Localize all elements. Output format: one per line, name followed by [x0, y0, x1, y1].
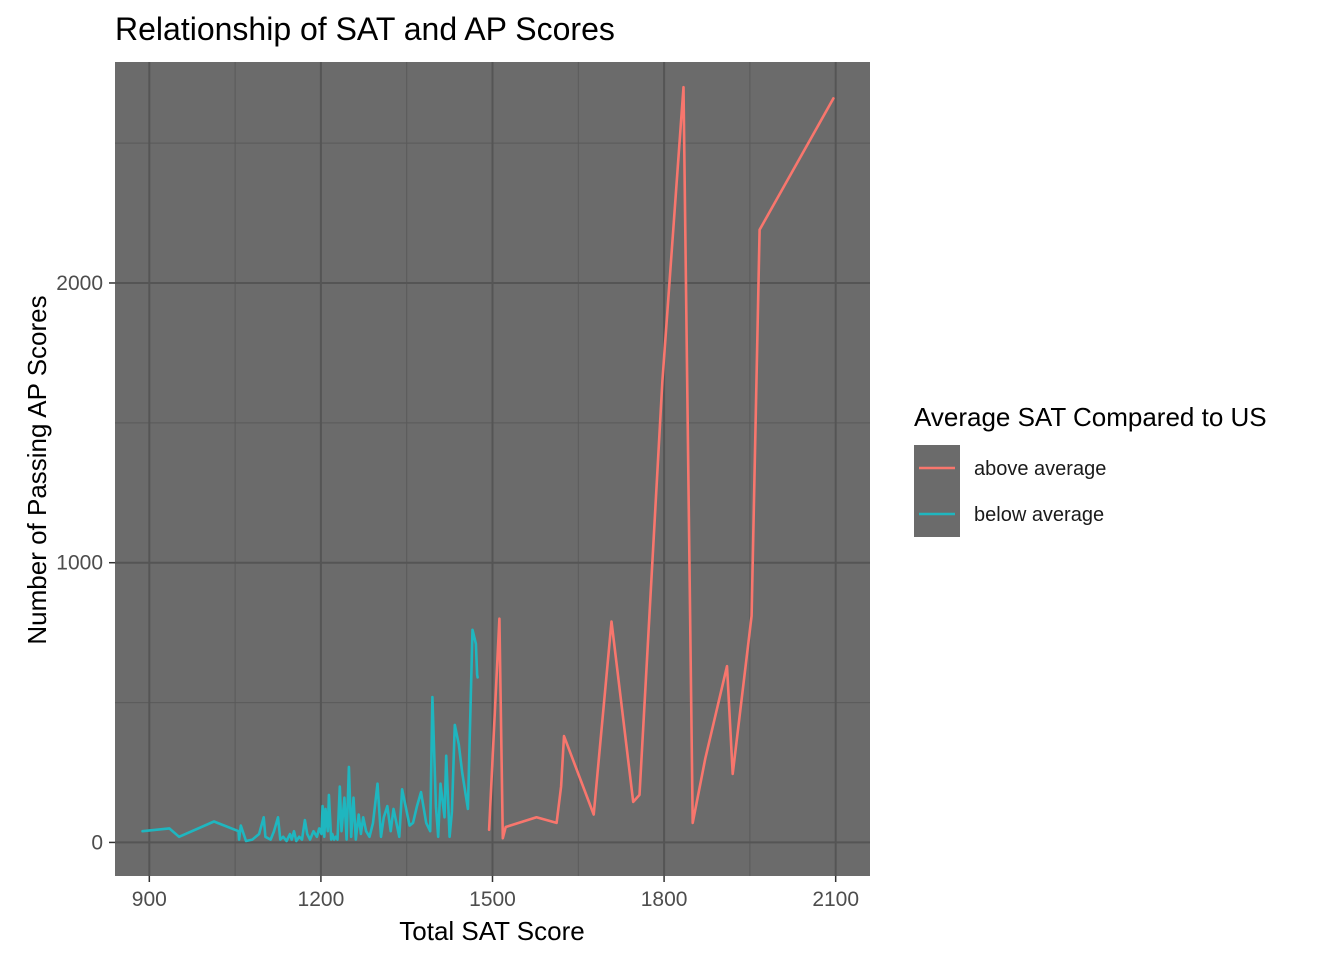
x-axis-title: Total SAT Score [399, 916, 584, 946]
y-tick-label: 0 [91, 831, 103, 854]
y-axis-title: Number of Passing AP Scores [22, 295, 52, 644]
x-tick-label: 2100 [812, 888, 859, 911]
x-tick-label: 900 [132, 888, 167, 911]
chart-title: Relationship of SAT and AP Scores [115, 11, 615, 47]
y-tick-label: 2000 [56, 272, 103, 295]
x-tick-label: 1500 [469, 888, 516, 911]
series-line-below-average [141, 628, 479, 843]
x-axis-ticks: 900 1200 1500 1800 2100 [132, 876, 859, 911]
x-tick-label: 1800 [641, 888, 688, 911]
series-line-above-average [487, 85, 835, 840]
legend-title: Average SAT Compared to US [914, 402, 1267, 432]
legend-items: above average below average [914, 445, 1106, 537]
y-axis-ticks: 0 1000 2000 [56, 272, 115, 854]
x-tick-label: 1200 [298, 888, 345, 911]
legend-label: below average [974, 504, 1104, 526]
y-tick-label: 1000 [56, 552, 103, 575]
legend-label: above average [974, 458, 1106, 480]
series-layer [141, 85, 835, 843]
legend: Average SAT Compared to US above average… [914, 402, 1267, 537]
